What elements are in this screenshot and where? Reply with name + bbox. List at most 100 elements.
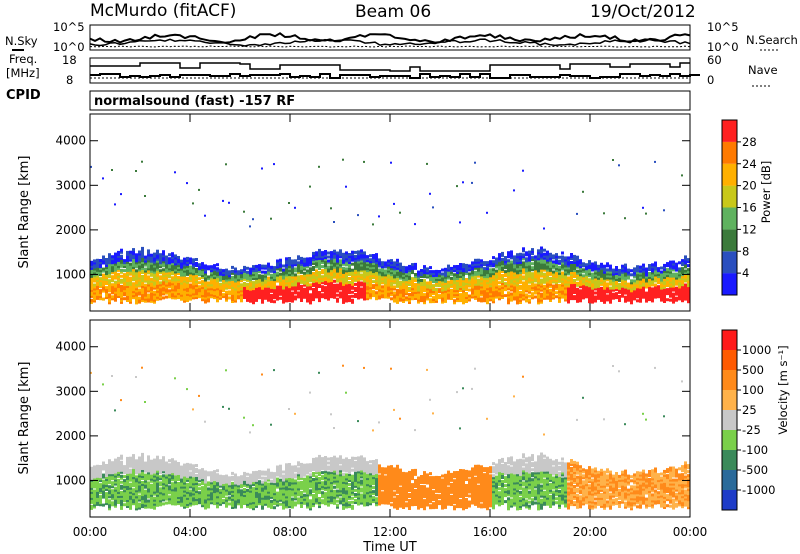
power-cell bbox=[282, 298, 285, 302]
power-cell bbox=[225, 286, 228, 290]
power-cell bbox=[150, 265, 153, 269]
power-cell bbox=[441, 280, 444, 284]
velocity-cell bbox=[180, 499, 183, 503]
power-cell bbox=[408, 278, 411, 282]
power-cell bbox=[129, 254, 132, 258]
velocity-cell bbox=[198, 471, 201, 475]
power-cell bbox=[612, 278, 615, 282]
power-cell bbox=[654, 291, 657, 295]
power-cell bbox=[318, 285, 321, 288]
power-cell bbox=[267, 278, 270, 282]
power-cell bbox=[540, 278, 543, 282]
power-cell bbox=[588, 266, 591, 270]
velocity-cell bbox=[120, 480, 123, 484]
power-cell bbox=[288, 261, 291, 264]
power-cell bbox=[411, 285, 414, 289]
power-cell bbox=[471, 285, 474, 289]
power-cell bbox=[138, 254, 141, 258]
power-cell bbox=[447, 294, 450, 298]
power-cell bbox=[372, 223, 374, 226]
power-cell bbox=[399, 272, 402, 276]
power-cell bbox=[96, 268, 99, 272]
power-cell bbox=[165, 275, 168, 279]
power-cell bbox=[162, 264, 165, 268]
power-cell bbox=[447, 290, 450, 294]
velocity-cell bbox=[168, 459, 171, 463]
power-cell bbox=[594, 267, 597, 271]
power-cell bbox=[147, 265, 150, 269]
power-cell bbox=[423, 273, 426, 277]
power-cell bbox=[474, 260, 477, 264]
velocity-cell bbox=[141, 475, 144, 478]
power-cell bbox=[255, 268, 258, 272]
power-cell bbox=[234, 283, 237, 287]
power-cell bbox=[171, 276, 174, 280]
power-cell bbox=[450, 272, 453, 276]
power-cell bbox=[675, 280, 678, 284]
power-cell bbox=[198, 287, 201, 291]
power-cell bbox=[540, 266, 543, 270]
power-cell bbox=[372, 280, 375, 284]
power-cell bbox=[615, 296, 618, 300]
power-cell bbox=[192, 270, 195, 274]
power-cell bbox=[96, 260, 99, 264]
power-cell bbox=[93, 259, 96, 263]
power-cell bbox=[516, 253, 519, 257]
power-cell bbox=[204, 296, 207, 300]
power-cell bbox=[531, 288, 534, 292]
velocity-cell bbox=[147, 461, 150, 465]
velocity-cell bbox=[150, 493, 153, 497]
power-cell bbox=[327, 281, 330, 285]
power-cell bbox=[600, 272, 603, 276]
power-cell bbox=[192, 294, 195, 298]
power-cell bbox=[276, 287, 279, 291]
power-cell bbox=[456, 295, 459, 299]
power-cell bbox=[555, 275, 558, 279]
velocity-cell bbox=[156, 479, 159, 483]
power-cell bbox=[186, 299, 189, 302]
power-cell bbox=[231, 294, 234, 297]
power-cell bbox=[228, 284, 231, 288]
power-cell bbox=[111, 169, 113, 171]
power-cell bbox=[498, 257, 501, 261]
power-cell bbox=[147, 263, 150, 267]
power-cell bbox=[366, 275, 369, 279]
colorbar-tick-label: 16 bbox=[742, 201, 757, 215]
power-cell bbox=[183, 279, 186, 283]
power-cell bbox=[186, 258, 189, 262]
power-cell bbox=[663, 273, 666, 277]
power-cell bbox=[132, 268, 135, 272]
velocity-cell bbox=[165, 469, 168, 473]
velocity-cell bbox=[153, 484, 156, 488]
power-cell bbox=[639, 285, 642, 289]
velocity-cell bbox=[219, 476, 222, 480]
velocity-cell bbox=[102, 383, 104, 386]
power-cell bbox=[270, 283, 273, 287]
power-cell bbox=[183, 291, 186, 295]
power-cell bbox=[384, 263, 387, 267]
velocity-cell bbox=[141, 457, 144, 460]
velocity-cell bbox=[174, 480, 177, 484]
power-cell bbox=[261, 278, 264, 282]
velocity-cell bbox=[240, 483, 243, 487]
power-cell bbox=[192, 268, 195, 272]
power-cell bbox=[141, 251, 144, 254]
power-cell bbox=[186, 295, 189, 298]
power-cell bbox=[183, 295, 186, 299]
power-cell bbox=[138, 262, 141, 266]
power-cell bbox=[318, 291, 321, 294]
power-cell bbox=[156, 249, 159, 253]
power-cell bbox=[660, 294, 663, 298]
colorbar-segment bbox=[722, 207, 737, 230]
power-cell bbox=[522, 297, 525, 301]
velocity-cell bbox=[144, 497, 147, 501]
power-cell bbox=[141, 257, 144, 260]
power-cell bbox=[243, 292, 246, 295]
power-cell bbox=[510, 280, 513, 284]
velocity-cell bbox=[156, 497, 159, 501]
power-cell bbox=[153, 278, 156, 282]
power-cell bbox=[198, 291, 201, 295]
velocity-cell bbox=[150, 491, 153, 495]
power-cell bbox=[186, 256, 189, 260]
power-cell bbox=[522, 283, 525, 287]
